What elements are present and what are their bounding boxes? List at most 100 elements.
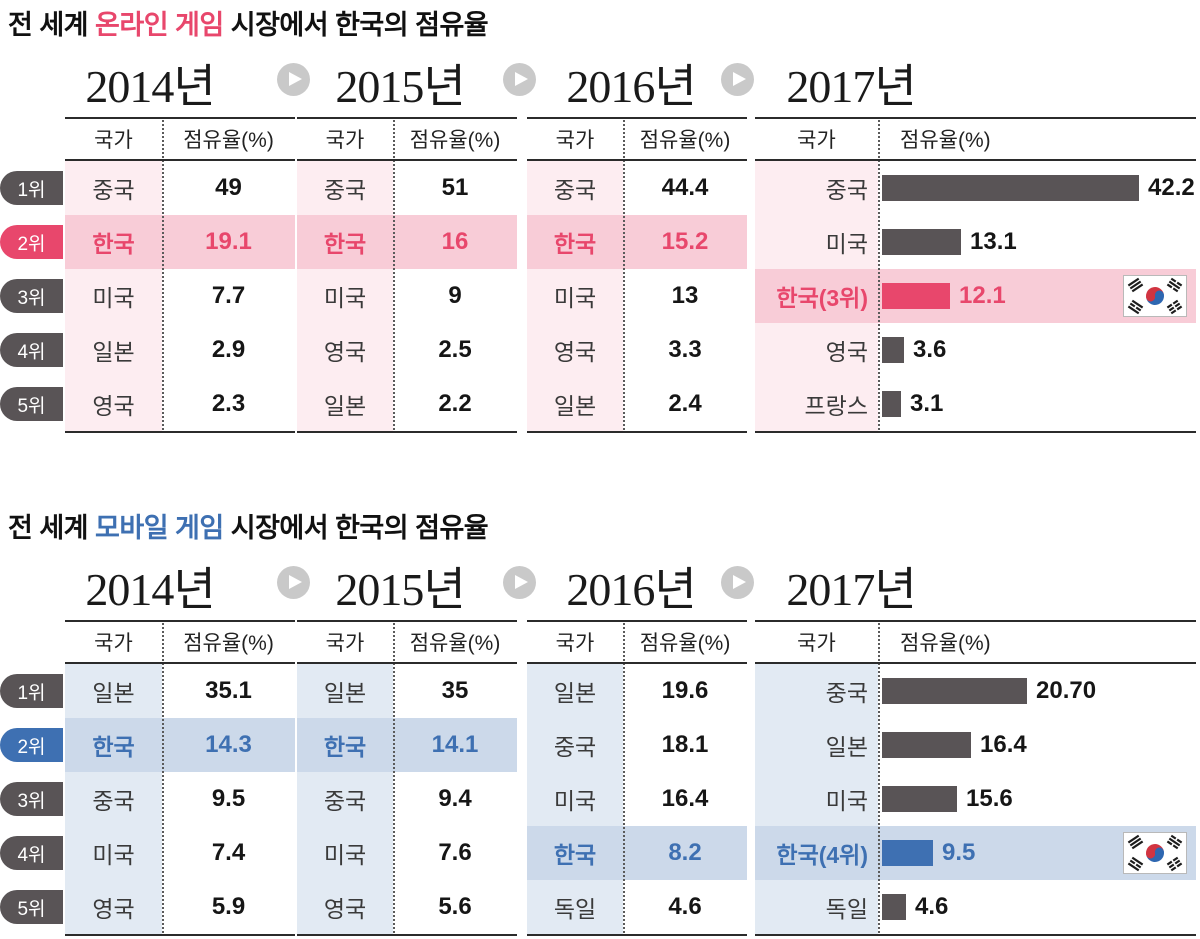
border-line: [65, 620, 295, 622]
next-year-arrow-icon: [720, 566, 754, 599]
value-cell: 9: [448, 282, 462, 309]
table-row: 미국 7.6: [297, 826, 517, 880]
border-line: [755, 117, 1196, 119]
share-bar: [882, 175, 1139, 201]
year-header-row: 2014년 2015년 2016년 2017년: [0, 553, 1200, 615]
arrow-triangle-icon: [732, 575, 746, 589]
column-header-country: 국가: [797, 129, 836, 152]
column-header-share: 점유율(%): [409, 129, 501, 152]
share-bar: [882, 391, 901, 417]
table-row: 독일 4.6: [527, 880, 747, 934]
column-header-country: 국가: [555, 129, 595, 152]
country-cell: 영국: [323, 896, 367, 922]
table-row: 중국 9.4: [297, 772, 517, 826]
country-cell: 영국: [825, 339, 868, 365]
border-line: [65, 934, 295, 936]
rank-pill: 2위: [0, 225, 63, 259]
table-row: 중국 44.4: [527, 161, 747, 215]
border-line: [297, 934, 517, 936]
table-row: 중국 20.70: [755, 664, 1196, 718]
table-row: 중국 51: [297, 161, 517, 215]
border-line: [527, 159, 747, 161]
country-cell: 미국: [92, 285, 135, 311]
share-bar: [882, 894, 906, 920]
table-row: 미국 15.6: [755, 772, 1196, 826]
border-line: [297, 620, 517, 622]
country-cell: 독일: [553, 896, 597, 922]
value-cell: 51: [441, 174, 469, 201]
year-label: 2014년: [85, 61, 215, 112]
value-cell: 16.4: [661, 785, 709, 812]
year-table: 국가 점유율(%) 중국 44.4 한국 15.2 미국 13 영국 3.3 일본 2.4: [527, 117, 747, 433]
table-row: 프랑스 3.1: [755, 377, 1196, 431]
country-cell: 한국: [553, 231, 597, 257]
share-bar: [882, 229, 961, 255]
country-cell: 한국(4위): [776, 842, 868, 868]
value-cell: 9.4: [438, 785, 472, 812]
table-row: 일본 2.2: [297, 377, 517, 431]
share-bar: [882, 678, 1027, 704]
border-line: [527, 431, 747, 433]
border-line: [527, 662, 747, 664]
value-cell: 8.2: [668, 839, 702, 866]
country-cell: 일본: [92, 339, 135, 365]
column-header-share: 점유율(%): [900, 632, 991, 655]
table-row: 일본 2.9: [65, 323, 295, 377]
country-cell: 일본: [553, 393, 597, 419]
value-cell: 16: [441, 228, 469, 255]
country-cell: 미국: [553, 285, 597, 311]
share-bar: [882, 786, 957, 812]
value-cell: 3.6: [913, 336, 947, 363]
country-cell: 영국: [92, 393, 135, 419]
column-divider: [393, 620, 395, 936]
border-line: [527, 934, 747, 936]
country-cell: 중국: [553, 177, 597, 203]
table-row: 일본 16.4: [755, 718, 1196, 772]
column-header-share: 점유율(%): [639, 632, 731, 655]
year-label: 2014년: [85, 564, 215, 615]
year-table: 국가 점유율(%) 일본 35.1 한국 14.3 중국 9.5 미국 7.4 영국 5.9: [65, 620, 295, 936]
border-line: [755, 431, 1196, 433]
table-row: 미국 16.4: [527, 772, 747, 826]
country-cell: 중국: [825, 177, 868, 203]
country-column-tint: [65, 664, 162, 934]
country-cell: 한국: [92, 734, 135, 760]
title-accent: 온라인 게임: [95, 10, 224, 40]
border-line: [297, 159, 517, 161]
country-cell: 일본: [92, 680, 135, 706]
online-game-section: 전 세계 온라인 게임 시장에서 한국의 점유율 2014년 2015년 2016년…: [0, 10, 1200, 437]
value-cell: 4.6: [915, 893, 949, 920]
rank-pill: 1위: [0, 674, 63, 708]
value-cell: 49: [215, 174, 242, 201]
next-year-arrow-icon: [502, 566, 536, 599]
table-row: 독일 4.6: [755, 880, 1196, 934]
section-title: 전 세계 모바일 게임 시장에서 한국의 점유율: [8, 506, 489, 545]
column-divider: [878, 117, 880, 433]
table-row: 일본 35: [297, 664, 517, 718]
country-cell: 중국: [553, 734, 597, 760]
rank-pill: 3위: [0, 279, 63, 313]
country-cell: 미국: [553, 788, 597, 814]
ranking-tables: 1위 2위 3위 4위 5위 국가 점유율(%) 중국 49 한국 19.1 미국 7.7 일본 2.9 영국…: [0, 117, 1200, 437]
country-column-tint: [755, 664, 878, 934]
column-header-country: 국가: [797, 632, 836, 655]
column-header-share: 점유율(%): [900, 129, 991, 152]
value-cell: 2.9: [211, 336, 246, 363]
rank-pill: 4위: [0, 836, 63, 870]
next-year-arrow-icon: [276, 566, 310, 599]
country-cell: 중국: [92, 788, 135, 814]
share-bar: [882, 337, 904, 363]
korea-row-highlight: [65, 215, 295, 269]
arrow-triangle-icon: [732, 72, 746, 86]
arrow-triangle-icon: [288, 72, 302, 86]
korea-row-highlight: [527, 826, 747, 880]
country-cell: 한국(3위): [776, 285, 868, 311]
column-header-country: 국가: [325, 129, 365, 152]
country-cell: 영국: [323, 339, 367, 365]
table-row: 영국 3.6: [755, 323, 1196, 377]
country-cell: 중국: [92, 177, 135, 203]
column-header-country: 국가: [94, 632, 133, 655]
year-table: 국가 점유율(%) 일본 35 한국 14.1 중국 9.4 미국 7.6 영국 5.6: [297, 620, 517, 936]
table-row: 영국 2.5: [297, 323, 517, 377]
rank-pill: 3위: [0, 782, 63, 816]
